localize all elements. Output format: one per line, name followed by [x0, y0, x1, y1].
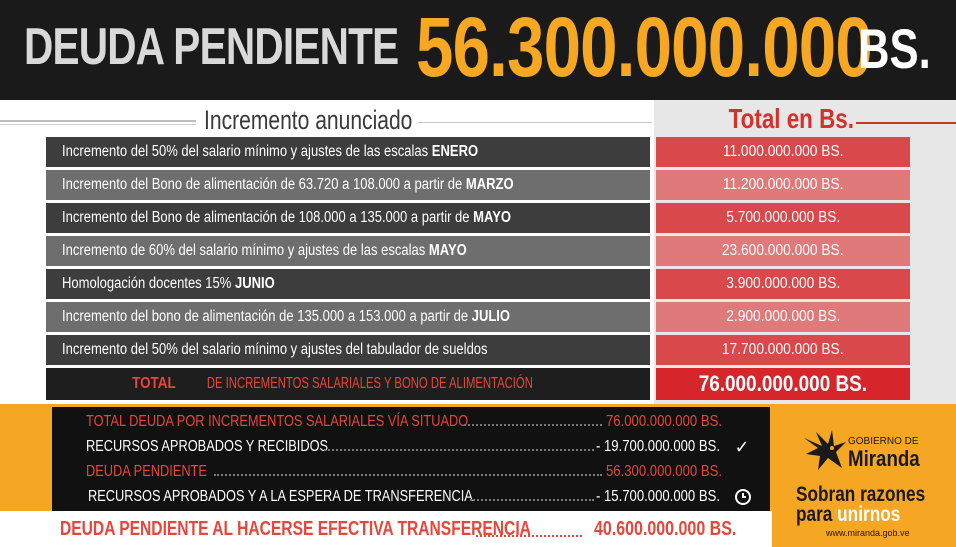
row-text: Homologación docentes 15% [62, 275, 235, 292]
row-value-cell: 11.200.000.000 BS. [656, 170, 910, 200]
summary-amount: 76.000.000.000 BS. [606, 413, 722, 430]
row-value-cell: 3.900.000.000 BS. [656, 269, 910, 299]
leader-dots [214, 474, 602, 476]
row-month: JULIO [471, 308, 511, 325]
final-label: DEUDA PENDIENTE AL HACERSE EFECTIVA TRAN… [60, 518, 531, 540]
table-row: Incremento del Bono de alimentación de 6… [46, 170, 650, 200]
total-value-cell: 76.000.000.000 BS. [656, 368, 910, 400]
summary-row: DEUDA PENDIENTE 56.300.000.000 BS. [52, 461, 770, 483]
slogan-line-2: para unirnos [796, 504, 900, 526]
summary-section: TOTAL DEUDA POR INCREMENTOS SALARIALES V… [0, 404, 956, 547]
row-label: Incremento del Bono de alimentación de 6… [62, 170, 514, 200]
table-row: Incremento del 50% del salario mínimo y … [46, 335, 650, 365]
summary-label: RECURSOS APROBADOS Y RECIBIDOS [86, 438, 329, 455]
row-value-cell: 17.700.000.000 BS. [656, 335, 910, 365]
row-value: 3.900.000.000 BS. [725, 275, 841, 292]
table-row: Incremento del 50% del salario mínimo y … [46, 137, 650, 167]
clock-icon [735, 489, 751, 505]
divider [418, 122, 652, 123]
leader-dots [464, 424, 602, 426]
row-value-cell: 5.700.000.000 BS. [656, 203, 910, 233]
slogan-line-2-a: para [796, 503, 838, 526]
total-row: TOTAL DE INCREMENTOS SALARIALES Y BONO D… [46, 368, 650, 400]
table-row: Homologación docentes 15% JUNIO [46, 269, 650, 299]
header-label: DEUDA PENDIENTE [24, 18, 399, 76]
summary-label: DEUDA PENDIENTE [86, 463, 207, 480]
summary-label: RECURSOS APROBADOS Y A LA ESPERA DE TRAN… [88, 488, 473, 505]
leader-dots [476, 535, 582, 537]
column-title: Incremento anunciado [204, 105, 413, 135]
total-row-label: TOTAL DE INCREMENTOS SALARIALES Y BONO D… [46, 368, 650, 400]
total-column-title-text: Total en Bs. [728, 103, 854, 134]
row-label: Incremento del 50% del salario mínimo y … [62, 335, 488, 365]
row-value-cell: 23.600.000.000 BS. [656, 236, 910, 266]
table-row: Incremento del bono de alimentación de 1… [46, 302, 650, 332]
check-icon: ✓ [734, 437, 750, 457]
row-value-cell: 2.900.000.000 BS. [656, 302, 910, 332]
row-month: JUNIO [234, 275, 275, 292]
row-label: Homologación docentes 15% JUNIO [62, 269, 275, 299]
header-unit: BS. [858, 17, 931, 80]
row-value: 2.900.000.000 BS. [725, 308, 841, 325]
summary-row: TOTAL DEUDA POR INCREMENTOS SALARIALES V… [52, 411, 770, 433]
final-amount: 40.600.000.000 BS. [594, 518, 737, 540]
row-label: Incremento del Bono de alimentación de 1… [62, 203, 511, 233]
slogan-line-1: Sobran razones [796, 483, 926, 506]
total-column-title: Total en Bs. [654, 103, 928, 135]
bird-logo-icon [804, 430, 846, 470]
slogan-line-2-b: unirnos [837, 503, 901, 526]
total-row-text: DE INCREMENTOS SALARIALES Y BONO DE ALIM… [206, 375, 533, 392]
increments-table: Incremento anunciado Total en Bs. Increm… [0, 100, 956, 404]
total-value: 76.000.000.000 BS. [698, 371, 868, 396]
website-link[interactable]: www.miranda.gob.ve [826, 528, 910, 538]
row-text: Incremento de 60% del salario mínimo y a… [62, 242, 429, 259]
row-month: MAYO [428, 242, 467, 259]
row-label: Incremento del 50% del salario mínimo y … [62, 137, 478, 167]
row-text: Incremento del Bono de alimentación de 1… [62, 209, 474, 226]
summary-amount: - 15.700.000.000 BS. [596, 488, 721, 505]
row-label: Incremento de 60% del salario mínimo y a… [62, 236, 467, 266]
summary-box: TOTAL DEUDA POR INCREMENTOS SALARIALES V… [52, 407, 770, 511]
row-month: MARZO [465, 176, 514, 193]
row-month: ENERO [431, 143, 479, 160]
row-value-cell: 11.000.000.000 BS. [656, 137, 910, 167]
summary-row: RECURSOS APROBADOS Y RECIBIDOS - 19.700.… [52, 436, 770, 458]
summary-row: RECURSOS APROBADOS Y A LA ESPERA DE TRAN… [52, 486, 770, 508]
summary-amount: 56.300.000.000 BS. [606, 463, 722, 480]
row-label: Incremento del bono de alimentación de 1… [62, 302, 510, 332]
summary-label: TOTAL DEUDA POR INCREMENTOS SALARIALES V… [86, 413, 469, 430]
logo-top-text: GOBIERNO DE [848, 436, 919, 447]
row-month: MAYO [473, 209, 512, 226]
row-text: Incremento del bono de alimentación de 1… [62, 308, 472, 325]
row-value: 23.600.000.000 BS. [722, 242, 844, 259]
leader-dots [470, 499, 594, 501]
row-value: 5.700.000.000 BS. [725, 209, 841, 226]
total-row-bold: TOTAL [132, 375, 176, 392]
logo-name: Miranda [848, 446, 920, 471]
table-row: Incremento del Bono de alimentación de 1… [46, 203, 650, 233]
final-balance-row: DEUDA PENDIENTE AL HACERSE EFECTIVA TRAN… [0, 511, 772, 547]
row-value: 11.200.000.000 BS. [722, 176, 844, 193]
summary-amount: - 19.700.000.000 BS. [596, 438, 721, 455]
row-value: 17.700.000.000 BS. [722, 341, 844, 358]
row-text: Incremento del 50% del salario mínimo y … [62, 341, 488, 358]
header-amount: 56.300.000.000 [416, 0, 873, 94]
miranda-logo: GOBIERNO DE Miranda Sobran razones para … [796, 424, 946, 542]
divider [0, 120, 196, 122]
divider [0, 124, 196, 125]
leader-dots [324, 449, 594, 451]
divider [856, 122, 956, 124]
row-value: 11.000.000.000 BS. [722, 143, 844, 160]
row-text: Incremento del 50% del salario mínimo y … [62, 143, 432, 160]
row-text: Incremento del Bono de alimentación de 6… [62, 176, 466, 193]
table-row: Incremento de 60% del salario mínimo y a… [46, 236, 650, 266]
header-banner: DEUDA PENDIENTE 56.300.000.000 BS. [0, 0, 956, 100]
